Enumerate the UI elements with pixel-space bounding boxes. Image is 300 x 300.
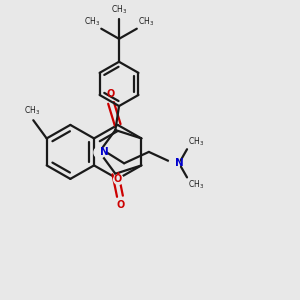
Text: O: O	[114, 175, 122, 184]
Text: N: N	[100, 147, 109, 157]
Text: N: N	[175, 158, 183, 168]
Text: CH$_3$: CH$_3$	[188, 179, 204, 191]
Text: O: O	[116, 200, 125, 210]
Text: CH$_3$: CH$_3$	[138, 15, 154, 28]
Text: CH$_3$: CH$_3$	[111, 4, 127, 16]
Text: CH$_3$: CH$_3$	[24, 105, 40, 117]
Text: O: O	[106, 89, 115, 99]
Text: CH$_3$: CH$_3$	[84, 15, 100, 28]
Text: CH$_3$: CH$_3$	[188, 135, 204, 148]
